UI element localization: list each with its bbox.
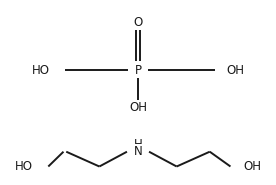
Text: OH: OH: [129, 101, 147, 114]
Text: OH: OH: [243, 160, 261, 173]
Text: O: O: [133, 16, 143, 29]
Text: P: P: [134, 64, 142, 77]
Text: OH: OH: [226, 64, 244, 77]
Text: HO: HO: [32, 64, 50, 77]
Text: H: H: [134, 138, 142, 151]
Text: HO: HO: [15, 160, 33, 173]
Text: N: N: [134, 145, 142, 158]
